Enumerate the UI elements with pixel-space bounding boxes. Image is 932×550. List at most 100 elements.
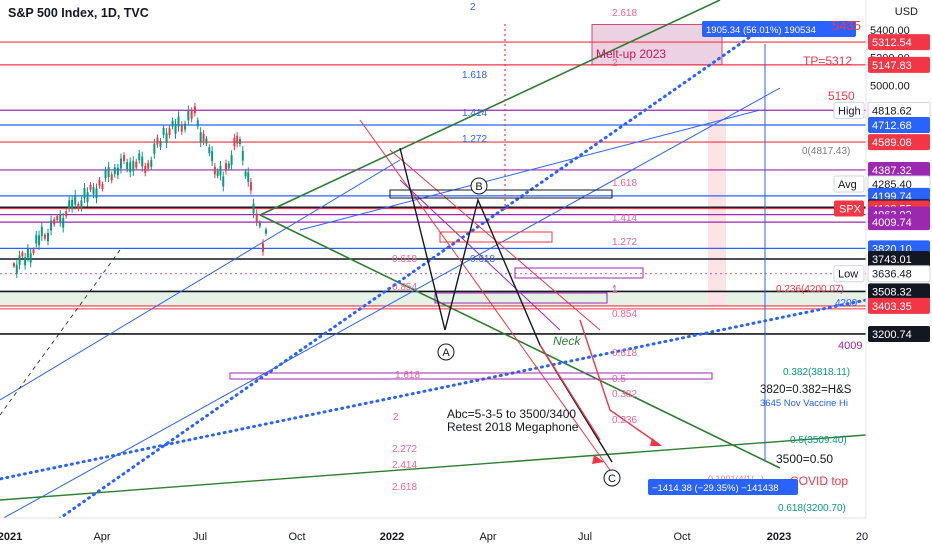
wave-circle-A bbox=[437, 343, 455, 361]
candle-body bbox=[113, 167, 116, 175]
measure-up-label: 1905.34 (56.01%) 190534 bbox=[706, 25, 816, 36]
candle-body bbox=[165, 133, 168, 144]
melt-up-label: Melt-up 2023 bbox=[596, 47, 666, 61]
projection-2 bbox=[579, 319, 661, 446]
axis-tag-bg bbox=[833, 101, 865, 119]
fib-right-label: 1.414 bbox=[612, 213, 637, 224]
candle-body bbox=[13, 263, 15, 267]
candle-body bbox=[21, 252, 24, 257]
candle-body bbox=[77, 204, 80, 209]
candle-body bbox=[264, 229, 267, 234]
candle-body bbox=[107, 167, 110, 177]
candle-body bbox=[35, 235, 38, 244]
candle-body bbox=[177, 116, 180, 127]
candle-body bbox=[205, 138, 208, 144]
channel-mid-blue bbox=[299, 109, 761, 231]
candle-body bbox=[50, 220, 53, 231]
order-block-2 bbox=[514, 267, 644, 279]
fib-mid-label: 0.618 bbox=[470, 254, 495, 265]
neck-label: Neck bbox=[553, 334, 581, 348]
channel-lower-blue bbox=[0, 87, 781, 521]
x-tick-label: Oct bbox=[288, 531, 305, 543]
x-tick-label: 2023 bbox=[767, 531, 791, 543]
fib-top-label: 1.414 bbox=[462, 108, 487, 119]
candle-body bbox=[230, 155, 233, 165]
candle-body bbox=[258, 222, 261, 227]
dotted-trend-upper bbox=[11, 28, 762, 550]
fib-left-label: 0.618 bbox=[392, 254, 417, 265]
candle-body bbox=[89, 184, 92, 190]
wave-label-B: B bbox=[475, 181, 482, 193]
candle-body bbox=[59, 214, 62, 223]
time-axis-bg bbox=[0, 518, 932, 550]
chart-title: S&P 500 Index, 1D, TVC bbox=[8, 6, 149, 20]
price-tag-bg bbox=[868, 134, 930, 151]
candle-body bbox=[159, 141, 162, 148]
candle-body bbox=[101, 184, 104, 190]
candle-body bbox=[86, 192, 89, 202]
candle-body bbox=[129, 162, 132, 173]
y-tick-label: 5400.00 bbox=[870, 25, 910, 37]
candle-body bbox=[156, 137, 159, 145]
candle-body bbox=[92, 186, 95, 195]
candle-body bbox=[65, 211, 68, 217]
x-tick-label: 2022 bbox=[380, 531, 404, 543]
candle-body bbox=[147, 162, 150, 169]
candle-body bbox=[71, 199, 74, 209]
candle-body bbox=[126, 162, 129, 169]
fib-0-label: 0(4817.43) bbox=[802, 146, 850, 157]
candle-body bbox=[83, 188, 86, 198]
x-tick-label: Oct bbox=[673, 531, 690, 543]
candle-body bbox=[184, 123, 187, 130]
fib-0236-label: 0.236(4200.07) bbox=[776, 284, 844, 295]
candle-body bbox=[24, 257, 27, 266]
candle-body bbox=[74, 194, 77, 205]
price-tag-bg bbox=[868, 161, 930, 178]
fib-right-label: 0.618 bbox=[612, 348, 637, 359]
candle-body bbox=[187, 110, 190, 121]
candle-body bbox=[193, 106, 196, 114]
candle-body bbox=[213, 166, 216, 175]
axis-tag-label: SPX bbox=[839, 203, 862, 215]
candle-body bbox=[38, 235, 41, 246]
candle-body bbox=[202, 133, 205, 142]
fib-left-label: 1.618 bbox=[395, 370, 420, 381]
fib-top-label: 2 bbox=[470, 2, 476, 13]
candle-body bbox=[110, 174, 113, 181]
price-tag-label: 4009.74 bbox=[872, 217, 912, 229]
candle-body bbox=[150, 160, 153, 167]
candle-body bbox=[135, 161, 138, 168]
x-tick-label: 20 bbox=[856, 531, 868, 543]
fib-left-label: 2.272 bbox=[392, 444, 417, 455]
price-tag-label: 3200.74 bbox=[872, 329, 912, 341]
candle-body bbox=[104, 170, 107, 179]
fib-top-label: 1.618 bbox=[462, 70, 487, 81]
candle-body bbox=[15, 264, 18, 274]
price-tag-label: 3403.35 bbox=[872, 301, 912, 313]
x-tick-label: Jul bbox=[578, 531, 592, 543]
candle-body bbox=[211, 151, 214, 162]
candle-body bbox=[98, 179, 101, 186]
candle-body bbox=[32, 249, 35, 254]
price-tag-bg bbox=[867, 265, 931, 283]
dashed-trend bbox=[0, 249, 121, 416]
wave-circle-B bbox=[470, 177, 488, 195]
candle-body bbox=[252, 203, 255, 214]
fib-right-label: 0.236 bbox=[612, 415, 637, 426]
retest-label: Retest 2018 Megaphone bbox=[447, 420, 579, 434]
candle-body bbox=[168, 128, 171, 135]
candle-body bbox=[153, 143, 156, 154]
candle-body bbox=[18, 255, 21, 265]
candle-body bbox=[119, 158, 122, 169]
measure-up-box bbox=[702, 21, 856, 37]
fib-05-label: 0.5(3509.40) bbox=[790, 435, 847, 446]
candle-body bbox=[255, 213, 258, 222]
price-tag-bg bbox=[868, 34, 930, 51]
arrow-head-2 bbox=[592, 455, 604, 464]
fib-right-label: 1.618 bbox=[612, 178, 637, 189]
axis-tag-bg bbox=[834, 200, 864, 217]
candle-body bbox=[196, 120, 199, 127]
currency-label[interactable]: USD bbox=[894, 6, 918, 18]
axis-tag-label: Avg bbox=[838, 179, 857, 191]
